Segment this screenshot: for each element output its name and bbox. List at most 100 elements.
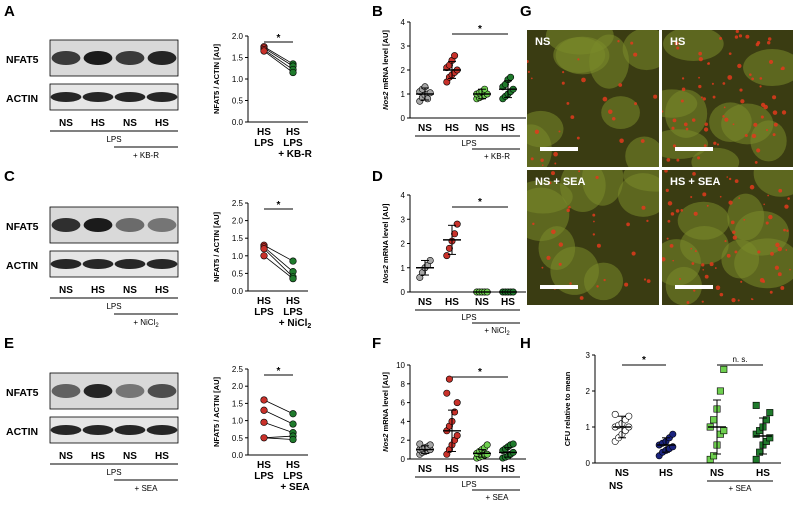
group-label: NS — [475, 123, 489, 134]
group-label: HS — [756, 468, 770, 479]
y-tick-label: 3 — [586, 351, 591, 360]
y-tick-label: 1 — [401, 90, 406, 99]
lps-label: LPS — [461, 313, 476, 322]
pair-line — [263, 248, 294, 278]
data-point — [752, 455, 760, 463]
panel-letter-B: B — [372, 3, 383, 20]
data-point-hs-lps-treated — [289, 410, 297, 418]
blot-label-actin: ACTIN — [6, 426, 38, 438]
treatment-label: + SEA — [486, 493, 510, 502]
category-label: LPS — [254, 307, 274, 318]
data-point-hs-lps-treated — [289, 420, 297, 428]
data-point — [766, 409, 774, 417]
lps-label: LPS — [106, 302, 121, 311]
blot-nfat5-band — [83, 51, 113, 65]
data-point — [483, 441, 491, 449]
panel-letter-E: E — [4, 335, 14, 352]
group-label: HS — [659, 468, 673, 479]
micrograph-label: NS + SEA — [535, 176, 586, 188]
y-tick-label: 0.5 — [232, 269, 244, 278]
blot-nfat5-band — [115, 51, 145, 65]
category-label: HS — [286, 296, 300, 307]
y-tick-label: 1.0 — [232, 417, 244, 426]
data-point-hs-lps-treated — [289, 257, 297, 265]
y-tick-label: 0.5 — [232, 97, 244, 106]
data-point — [509, 440, 517, 448]
panel-letter-H: H — [520, 335, 531, 352]
data-point — [453, 399, 461, 407]
group-label: NS — [475, 297, 489, 308]
data-point — [720, 365, 728, 373]
y-tick-label: 2 — [401, 436, 406, 445]
blot-actin-band — [50, 425, 82, 435]
group-label: NS — [418, 464, 432, 475]
pair-line — [263, 399, 294, 415]
y-tick-label: 0 — [401, 114, 406, 123]
panel-letter-F: F — [372, 335, 381, 352]
blot-label-nfat5: NFAT5 — [6, 221, 39, 233]
category-label: HS — [257, 296, 271, 307]
y-tick-label: 0.0 — [232, 118, 244, 127]
group-label: HS — [445, 123, 459, 134]
pair-line — [263, 246, 294, 272]
lane-label: NS — [59, 118, 73, 129]
pair-line — [263, 244, 294, 262]
lane-label: HS — [91, 285, 105, 296]
category-label: HS — [257, 460, 271, 471]
data-point — [445, 375, 453, 383]
pair-line — [263, 50, 294, 73]
data-point — [453, 431, 461, 439]
data-point-hs-lps — [260, 406, 268, 414]
category-label: HS — [257, 127, 271, 138]
category-label: LPS — [254, 471, 274, 482]
data-point — [625, 412, 633, 420]
data-point — [443, 252, 451, 260]
blot-actin-band — [82, 425, 114, 435]
category-label: LPS — [283, 471, 303, 482]
y-tick-label: 1.5 — [232, 399, 244, 408]
treatment-label: + SEA — [729, 484, 753, 493]
y-tick-label: 4 — [401, 191, 406, 200]
data-point — [451, 52, 459, 60]
data-point-hs-lps — [260, 434, 268, 442]
y-axis-label: NFAT5 / ACTIN [AU] — [212, 44, 221, 114]
blot-label-nfat5: NFAT5 — [6, 387, 39, 399]
data-point-hs-lps-treated — [289, 435, 297, 444]
significance-star: * — [478, 24, 482, 35]
group-label: HS — [501, 464, 515, 475]
significance-star: * — [277, 366, 281, 377]
category-label: LPS — [254, 138, 274, 149]
data-point-hs-lps — [260, 47, 268, 55]
data-point — [507, 73, 515, 81]
data-point — [716, 387, 724, 395]
y-axis-label: CFU relative to mean — [563, 371, 572, 446]
micrograph-image — [662, 30, 793, 167]
y-tick-label: 3 — [401, 42, 406, 51]
group-label: NS — [710, 468, 724, 479]
blot-label-actin: ACTIN — [6, 260, 38, 272]
y-tick-label: 1.5 — [232, 54, 244, 63]
micrograph-image — [662, 170, 793, 305]
lane-label: HS — [155, 118, 169, 129]
y-tick-label: 3 — [401, 215, 406, 224]
lane-label: HS — [91, 451, 105, 462]
y-tick-label: 1.0 — [232, 75, 244, 84]
y-tick-label: 0.0 — [232, 451, 244, 460]
y-axis-label: Nos2 mRNA level [AU] — [381, 30, 390, 110]
y-tick-label: 2.0 — [232, 32, 244, 41]
pair-line — [263, 47, 294, 67]
lps-label: LPS — [106, 135, 121, 144]
y-tick-label: 0 — [401, 455, 406, 464]
blot-actin-band — [114, 425, 146, 435]
micrograph-label: HS — [670, 36, 686, 48]
treatment-label: + KB-R — [484, 152, 510, 161]
group-label: HS — [445, 297, 459, 308]
lane-label: HS — [155, 285, 169, 296]
data-point — [445, 244, 453, 252]
group-label: HS — [501, 297, 515, 308]
pair-line — [263, 435, 294, 439]
micrograph-label: NS — [535, 36, 551, 48]
y-tick-label: 4 — [401, 417, 406, 426]
treatment-label: + KB-R — [133, 151, 159, 160]
